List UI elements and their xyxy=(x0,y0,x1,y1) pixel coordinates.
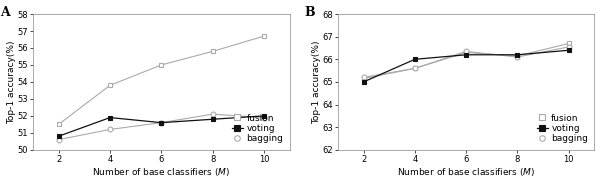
Line: voting: voting xyxy=(56,114,266,139)
voting xyxy=(209,118,216,120)
bagging xyxy=(158,122,165,124)
voting xyxy=(55,135,62,137)
voting xyxy=(360,81,367,83)
fusion xyxy=(565,42,572,45)
fusion xyxy=(106,84,113,86)
Line: fusion: fusion xyxy=(56,34,266,127)
fusion xyxy=(158,64,165,66)
Text: A: A xyxy=(0,6,10,19)
bagging xyxy=(106,128,113,130)
voting xyxy=(106,116,113,119)
Text: B: B xyxy=(305,6,315,19)
bagging xyxy=(55,139,62,141)
fusion xyxy=(260,35,268,37)
voting xyxy=(565,49,572,51)
bagging xyxy=(260,116,268,119)
fusion xyxy=(411,67,418,70)
Legend: fusion, voting, bagging: fusion, voting, bagging xyxy=(230,112,285,145)
Line: fusion: fusion xyxy=(361,41,571,81)
voting xyxy=(260,115,268,117)
Line: bagging: bagging xyxy=(361,44,571,80)
Line: voting: voting xyxy=(361,48,571,84)
voting xyxy=(514,54,521,56)
voting xyxy=(463,54,470,56)
fusion xyxy=(514,55,521,57)
fusion xyxy=(209,50,216,52)
Y-axis label: Top-1 accuracy(%): Top-1 accuracy(%) xyxy=(7,40,16,124)
bagging xyxy=(360,76,367,79)
fusion xyxy=(55,123,62,125)
voting xyxy=(158,122,165,124)
fusion xyxy=(463,51,470,54)
bagging xyxy=(209,113,216,115)
X-axis label: Number of base classifiers ($M$): Number of base classifiers ($M$) xyxy=(92,167,230,178)
X-axis label: Number of base classifiers ($M$): Number of base classifiers ($M$) xyxy=(397,167,535,178)
voting xyxy=(411,58,418,60)
bagging xyxy=(565,46,572,48)
Line: bagging: bagging xyxy=(56,112,266,142)
bagging xyxy=(463,50,470,52)
bagging xyxy=(411,67,418,70)
fusion xyxy=(360,77,367,80)
Y-axis label: Top-1 accuracy(%): Top-1 accuracy(%) xyxy=(312,40,321,124)
Legend: fusion, voting, bagging: fusion, voting, bagging xyxy=(535,112,590,145)
bagging xyxy=(514,56,521,58)
